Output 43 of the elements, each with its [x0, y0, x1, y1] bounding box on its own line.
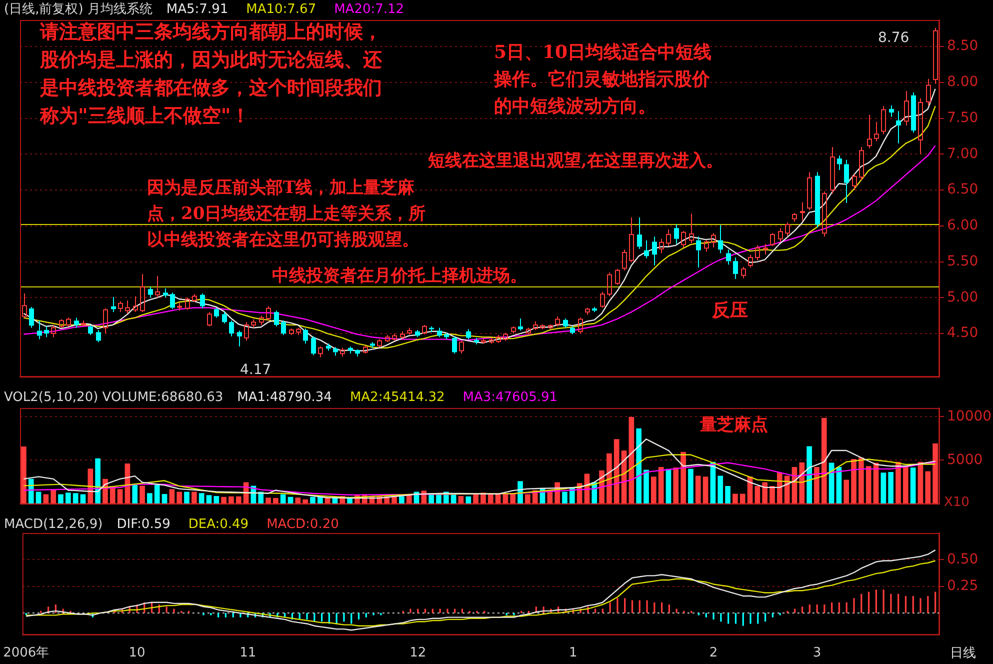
y-tick-label: 7.50 — [947, 110, 978, 126]
y-tick-label: 7.00 — [947, 146, 978, 162]
annotation: 因为是反压前头部T线，加上量芝麻点，20日均线还在朝上走等关系，所以中线投资者在这里仍可持股观望。 — [147, 178, 426, 250]
text: DIF:0.59 — [116, 517, 170, 532]
text: MACD:0.20 — [266, 517, 339, 532]
y-tick-label: 6.00 — [947, 218, 978, 234]
x-tick-label: 2 — [709, 646, 718, 661]
y-tick-label: 5.50 — [947, 253, 978, 270]
annotation: 反压 — [711, 300, 748, 321]
annotation: 4.17 — [240, 362, 272, 378]
text: MA2:45414.32 — [350, 390, 445, 405]
annotation: 5日、10日均线适合中短线操作。它们灵敏地指示股价的中短线波动方向。 — [493, 42, 712, 117]
annotation: 量芝麻点 — [699, 415, 768, 435]
annotation: 中线投资者在月价托上择机进场。 — [272, 266, 527, 286]
x-tick-label: 10 — [128, 646, 146, 661]
x-tick-label: 1 — [568, 646, 578, 661]
text: X10 — [944, 495, 970, 510]
y-tick-label: 4.50 — [947, 325, 978, 342]
text: DEA:0.49 — [188, 517, 249, 532]
x-tick-label: 3 — [812, 646, 822, 661]
annotation: 请注意图中三条均线方向都朝上的时候，股价均是上涨的，因为此时无论短线、还是中线投资者都在做多，这个时间段我们称为"三线顺上不做空"！ — [39, 21, 383, 127]
annotation: 8.76 — [878, 30, 910, 46]
text: MA1:48790.34 — [237, 390, 332, 405]
x-tick-label: 11 — [240, 646, 256, 661]
chart-title: MACD(12,26,9) — [4, 517, 103, 532]
y-tick-label: 8.50 — [947, 38, 978, 54]
text: MA5:7.91 — [166, 2, 228, 17]
x-tick-label: 12 — [410, 646, 426, 661]
chart-title: (日线,前复权) 月均线系统 — [4, 2, 152, 17]
text: 日线 — [950, 646, 976, 661]
y-tick-label: 6.50 — [947, 182, 978, 198]
y-tick-label: 5.00 — [947, 289, 978, 306]
x-tick-label: 2006年 — [3, 646, 50, 661]
y-tick-label: 10000 — [947, 408, 992, 424]
y-tick-label: 0.25 — [947, 578, 978, 594]
y-tick-label: 0.50 — [947, 551, 978, 568]
text: MA3:47605.91 — [462, 390, 558, 405]
text: MA20:7.12 — [334, 2, 404, 17]
text: MA10:7.67 — [246, 2, 316, 17]
chart-title: VOL2(5,10,20) VOLUME:68680.63 — [4, 390, 224, 405]
annotation: 短线在这里退出观望,在这里再次进入。 — [427, 151, 723, 171]
y-tick-label: 5000 — [947, 452, 983, 468]
y-tick-label: 8.00 — [947, 74, 978, 90]
